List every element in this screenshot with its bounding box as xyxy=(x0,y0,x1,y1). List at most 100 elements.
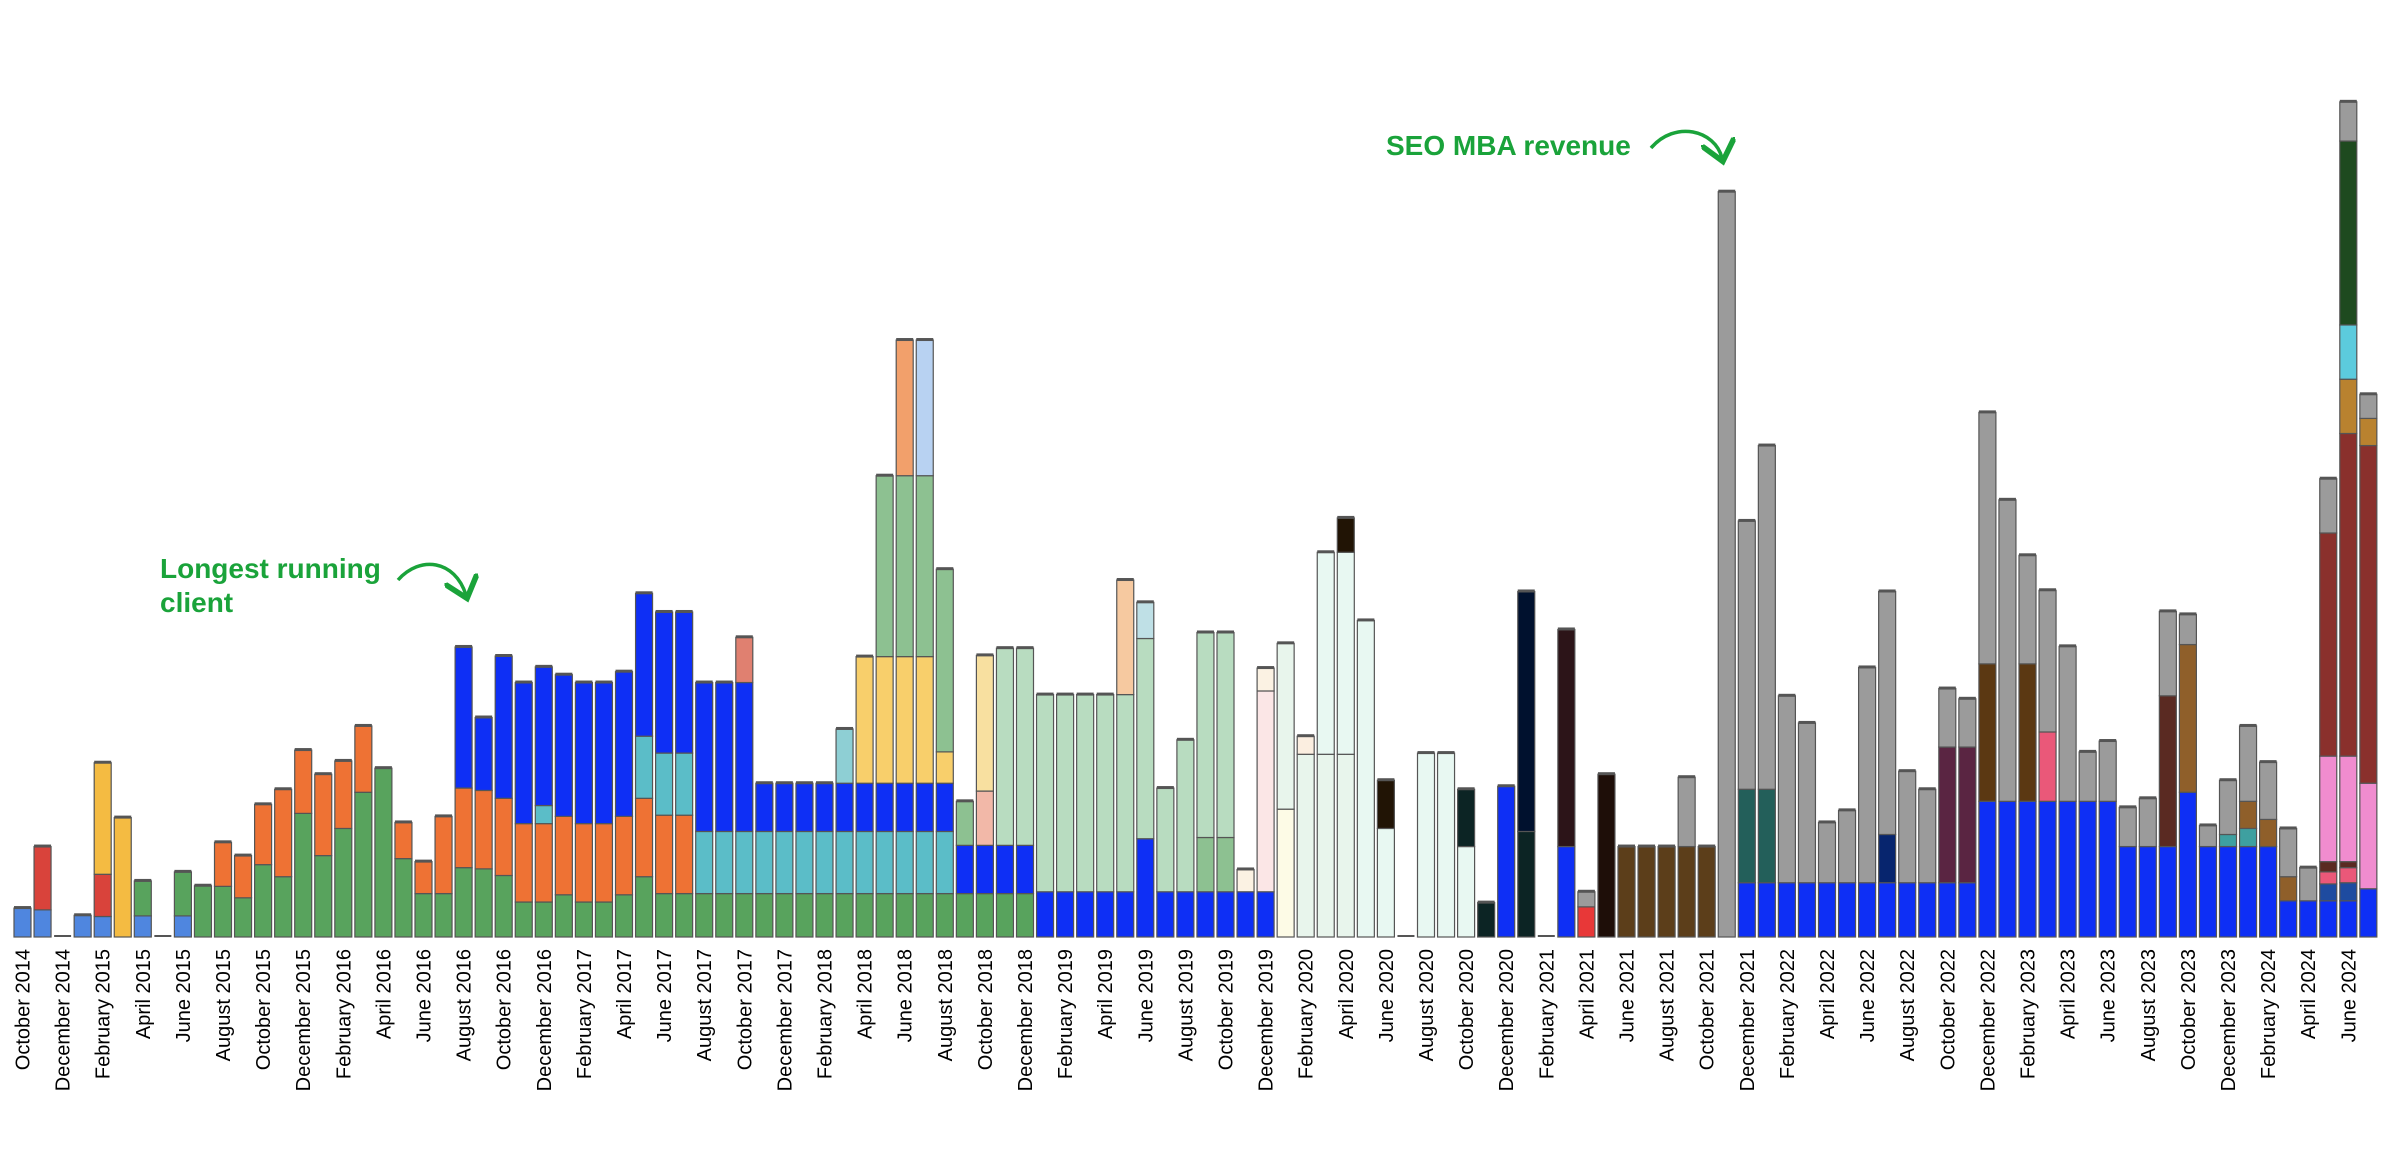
bar-segment-february-2018-0 xyxy=(815,892,834,938)
bar-segment-july-2022-2 xyxy=(1878,590,1897,836)
x-tick-label: April 2017 xyxy=(614,949,636,1039)
bar-cap-january-2017 xyxy=(555,672,573,676)
bar-segment-december-2016-3 xyxy=(534,666,553,807)
x-tick-label: February 2023 xyxy=(2018,949,2040,1079)
bar-segment-january-2020-0 xyxy=(1276,808,1295,938)
bar-segment-january-2018-0 xyxy=(795,892,814,938)
bar-cap-november-2020 xyxy=(1477,900,1495,904)
bar-segment-march-2024-2 xyxy=(2279,827,2298,878)
bar-segment-june-2022-1 xyxy=(1857,666,1877,884)
bar-segment-september-2017-1 xyxy=(715,830,734,895)
bar-segment-may-2024-0 xyxy=(2319,900,2338,938)
bar-segment-june-2018-5 xyxy=(895,339,914,477)
bar-cap-march-2024 xyxy=(2279,826,2297,830)
bar-segment-december-2017-1 xyxy=(775,830,794,895)
bar-segment-september-2019-1 xyxy=(1196,836,1215,893)
bar-segment-may-2018-4 xyxy=(875,475,894,658)
bar-segment-july-2018-5 xyxy=(915,339,934,477)
bar-segment-september-2015-1 xyxy=(233,854,253,899)
bar-segment-january-2016-1 xyxy=(314,773,333,857)
bar-segment-may-2024-2 xyxy=(2319,871,2338,885)
bar-segment-november-2018-0 xyxy=(995,892,1015,938)
bar-cap-june-2018 xyxy=(896,338,914,342)
bar-segment-march-2023-1 xyxy=(2038,731,2057,802)
bar-cap-november-2023 xyxy=(2199,823,2217,827)
x-tick-label: February 2018 xyxy=(815,949,837,1079)
bar-segment-december-2015-0 xyxy=(294,812,313,938)
bar-cap-september-2020 xyxy=(1437,751,1455,755)
bar-segment-february-2017-1 xyxy=(574,823,594,903)
bar-empty-december-2014 xyxy=(54,935,72,937)
bar-segment-december-2016-2 xyxy=(534,804,553,825)
bar-cap-september-2015 xyxy=(234,853,252,857)
bar-cap-january-2023 xyxy=(1998,497,2016,501)
bar-segment-december-2019-2 xyxy=(1256,667,1275,692)
bar-segment-september-2021-1 xyxy=(1677,776,1696,848)
x-tick-label: April 2020 xyxy=(1336,949,1358,1039)
bar-segment-june-2017-1 xyxy=(654,814,674,895)
bar-segment-march-2015-0 xyxy=(113,817,132,938)
bar-cap-october-2018 xyxy=(976,653,994,657)
bar-cap-february-2018 xyxy=(816,781,833,785)
bar-cap-november-2016 xyxy=(515,680,533,684)
bar-segment-june-2023-0 xyxy=(2098,800,2117,938)
annotation-seo-mba: SEO MBA revenue xyxy=(1386,130,1631,161)
bar-cap-june-2022 xyxy=(1858,665,1876,669)
bar-cap-august-2021 xyxy=(1658,844,1676,848)
bar-segment-december-2016-0 xyxy=(534,901,553,938)
bar-segment-april-2021-1 xyxy=(1577,891,1596,908)
bar-segment-may-2018-1 xyxy=(875,830,894,895)
bar-segment-december-2015-1 xyxy=(294,749,313,814)
bar-cap-march-2023 xyxy=(2039,588,2057,592)
bar-segment-may-2022-1 xyxy=(1837,809,1857,884)
bar-segment-march-2017-2 xyxy=(594,681,614,825)
bar-segment-december-2022-2 xyxy=(1978,411,1997,665)
bar-segment-january-2022-0 xyxy=(1757,882,1776,938)
bar-cap-july-2022 xyxy=(1878,589,1896,593)
bar-segment-july-2017-1 xyxy=(675,814,694,895)
bar-segment-june-2016-1 xyxy=(414,861,433,895)
bar-segment-march-2020-1 xyxy=(1316,551,1335,755)
bar-cap-july-2023 xyxy=(2119,805,2137,809)
bar-segment-may-2018-2 xyxy=(875,782,894,833)
bar-segment-may-2024-6 xyxy=(2319,478,2338,534)
bar-segment-october-2018-2 xyxy=(975,790,995,846)
bar-segment-march-2024-0 xyxy=(2279,900,2298,938)
bar-segment-june-2024-1 xyxy=(2339,882,2358,902)
x-tick-label: April 2019 xyxy=(1095,949,1117,1039)
bar-segment-march-2022-1 xyxy=(1797,722,1817,884)
bar-segment-march-2023-2 xyxy=(2038,589,2057,733)
bar-cap-december-2020 xyxy=(1497,784,1515,788)
bar-segment-february-2018-2 xyxy=(815,782,834,833)
bar-segment-march-2018-0 xyxy=(835,892,854,938)
bar-segment-february-2015-0 xyxy=(93,915,112,938)
x-tick-label: August 2023 xyxy=(2138,949,2160,1061)
bar-segment-july-2024-1 xyxy=(2359,782,2378,890)
bar-segment-july-2024-3 xyxy=(2359,417,2378,447)
bar-segment-july-2022-1 xyxy=(1878,833,1897,884)
bar-segment-october-2017-1 xyxy=(735,830,754,895)
bar-cap-september-2017 xyxy=(715,680,733,684)
annotation-arrow-longest-client xyxy=(396,562,466,595)
bar-cap-june-2019 xyxy=(1136,600,1154,604)
bar-cap-february-2020 xyxy=(1297,734,1315,738)
bar-segment-november-2019-1 xyxy=(1236,868,1255,893)
bar-segment-january-2023-0 xyxy=(1998,800,2017,938)
x-tick-label: June 2016 xyxy=(414,949,436,1042)
bar-cap-october-2022 xyxy=(1938,686,1956,690)
bar-segment-october-2018-3 xyxy=(975,654,995,792)
bar-segment-may-2019-1 xyxy=(1116,693,1135,893)
bar-segment-june-2018-3 xyxy=(895,656,914,784)
bar-segment-december-2021-0 xyxy=(1737,882,1756,938)
bar-cap-august-2018 xyxy=(936,567,954,571)
bar-segment-june-2024-8 xyxy=(2339,140,2358,326)
bar-segment-may-2016-1 xyxy=(394,821,413,860)
x-tick-label: February 2017 xyxy=(574,949,596,1079)
bar-segment-april-2019-0 xyxy=(1096,891,1115,938)
bar-segment-august-2015-0 xyxy=(213,885,233,938)
bar-segment-october-2015-0 xyxy=(254,864,273,938)
bar-segment-april-2018-1 xyxy=(855,830,874,895)
bar-cap-may-2017 xyxy=(635,591,653,595)
bar-segment-september-2018-2 xyxy=(955,800,974,846)
